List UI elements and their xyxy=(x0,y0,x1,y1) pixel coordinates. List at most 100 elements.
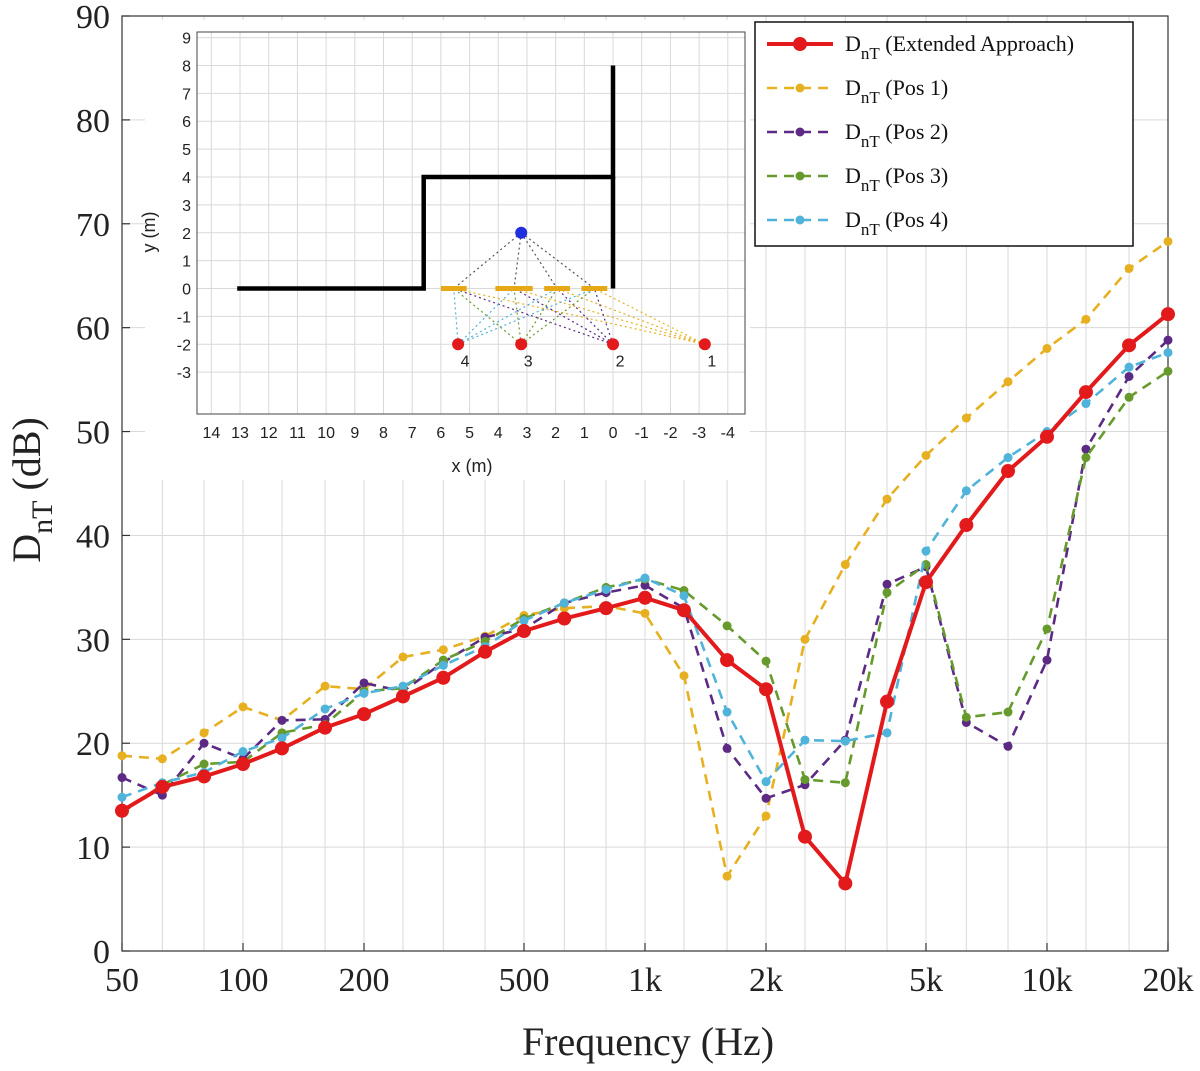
series-0-point xyxy=(1039,429,1054,444)
inset-x-tick-label: 12 xyxy=(260,425,278,442)
inset-receiver-point xyxy=(515,338,528,351)
series-2-point xyxy=(117,773,127,783)
series-4-point xyxy=(398,681,408,691)
series-3-point xyxy=(1163,366,1173,376)
series-1-point xyxy=(882,494,892,504)
inset-x-tick-label: 11 xyxy=(289,425,306,442)
legend-swatch-marker xyxy=(793,37,807,51)
inset-source-path xyxy=(520,232,558,289)
series-0-point xyxy=(1001,464,1016,479)
inset-receiver-path xyxy=(520,288,595,345)
series-0-point xyxy=(557,611,572,626)
legend-swatch-marker xyxy=(795,127,805,137)
inset-source-path xyxy=(513,232,522,289)
y-tick-label: 0 xyxy=(93,934,110,971)
inset-receiver-label: 2 xyxy=(616,353,625,370)
series-0-point xyxy=(274,741,289,756)
series-0-point xyxy=(1122,338,1137,353)
inset-receiver-path xyxy=(457,288,558,345)
inset-x-tick-label: 3 xyxy=(522,425,531,442)
series-4-point xyxy=(438,660,448,670)
inset-y-tick-label: 0 xyxy=(182,282,191,299)
series-1-line xyxy=(121,240,1169,878)
legend-label: DnT (Pos 4) xyxy=(845,207,948,239)
series-2-point xyxy=(1042,655,1052,665)
series-2-point xyxy=(882,579,892,589)
series-3-point xyxy=(961,712,971,722)
series-1-point xyxy=(1003,377,1013,387)
series-1-point xyxy=(840,560,850,570)
series-0-point xyxy=(759,682,774,697)
x-tick-label: 2k xyxy=(749,962,783,999)
series-0-point xyxy=(115,803,129,818)
inset-x-tick-label: 5 xyxy=(465,425,474,442)
series-1-point xyxy=(438,645,448,655)
series-3-point xyxy=(1081,453,1091,463)
inset-receiver-point xyxy=(698,338,711,351)
inset-receiver-path xyxy=(457,288,515,345)
series-0-point xyxy=(155,779,170,794)
inset-receiver-path xyxy=(520,288,558,345)
x-tick-label: 20k xyxy=(1143,962,1194,999)
inset-y-tick-label: 1 xyxy=(182,254,191,271)
inset-x-tick-label: 14 xyxy=(202,425,220,442)
series-4-point xyxy=(117,792,127,802)
series-4-point xyxy=(679,591,689,601)
x-tick-label: 500 xyxy=(498,962,549,999)
inset-frame xyxy=(196,31,746,415)
inset-x-tick-label: -1 xyxy=(635,425,649,442)
series-4-point xyxy=(1124,362,1134,372)
inset-receiver-label: 4 xyxy=(461,353,470,370)
legend-item: DnT (Pos 4) xyxy=(767,207,948,239)
series-1-point xyxy=(398,652,408,662)
series-4-point xyxy=(722,707,732,717)
series-2-point xyxy=(359,678,369,688)
series-4-point xyxy=(519,616,529,626)
y-tick-label: 40 xyxy=(76,518,110,555)
legend-item: DnT (Pos 2) xyxy=(767,119,948,151)
legend-item: DnT (Extended Approach) xyxy=(767,31,1074,63)
legend-swatch-marker xyxy=(795,171,805,181)
series-4-point xyxy=(238,747,248,757)
inset-y-tick-label: -1 xyxy=(177,309,191,326)
inset-receiver-point xyxy=(452,338,465,351)
series-0-point xyxy=(797,829,812,844)
inset-x-tick-label: 8 xyxy=(379,425,388,442)
series-1-point xyxy=(722,871,732,881)
series-0 xyxy=(115,307,1175,891)
inset-y-tick-label: 4 xyxy=(182,170,191,187)
y-tick-label: 20 xyxy=(76,726,110,763)
inset-receiver-path xyxy=(513,288,614,345)
inset-y-tick-label: 5 xyxy=(182,142,191,159)
series-4-point xyxy=(882,728,892,738)
inset-x-tick-label: 6 xyxy=(436,425,445,442)
inset-receiver-label: 1 xyxy=(707,353,716,370)
series-1-point xyxy=(117,751,127,761)
series-3-point xyxy=(761,656,771,666)
legend-label: DnT (Pos 1) xyxy=(845,75,948,107)
series-3-point xyxy=(1124,392,1134,402)
legend-label: DnT (Pos 2) xyxy=(845,119,948,151)
inset-receiver-path xyxy=(513,288,522,345)
y-tick-label: 90 xyxy=(76,0,110,36)
inset-grid: 14 13 12 11 10 9 8 7 6 5 4 3 2 1 0 -1 -2 -3 -4-3-2-1012345… xyxy=(177,31,746,442)
y-tick-label: 10 xyxy=(76,830,110,867)
inset-y-tick-label: 6 xyxy=(182,114,191,131)
inset-y-tick-label: 2 xyxy=(182,226,191,243)
series-2-point xyxy=(277,715,287,725)
y-tick-label: 70 xyxy=(76,207,110,244)
series-0-point xyxy=(395,689,410,704)
inset-receiver-path xyxy=(453,287,614,345)
y-tick-label: 80 xyxy=(76,103,110,140)
x-tick-label: 100 xyxy=(218,962,269,999)
legend-label: DnT (Extended Approach) xyxy=(845,31,1074,63)
series-1-point xyxy=(157,754,167,764)
series-0-point xyxy=(838,876,853,891)
inset-x-tick-label: 13 xyxy=(231,425,249,442)
legend-label: DnT (Pos 3) xyxy=(845,163,948,195)
inset-receiver-path xyxy=(513,287,706,345)
series-0-point xyxy=(318,720,333,735)
inset-x-tick-label: 4 xyxy=(494,425,503,442)
series-0-point xyxy=(478,644,493,659)
inset-receiver-path xyxy=(556,288,614,345)
